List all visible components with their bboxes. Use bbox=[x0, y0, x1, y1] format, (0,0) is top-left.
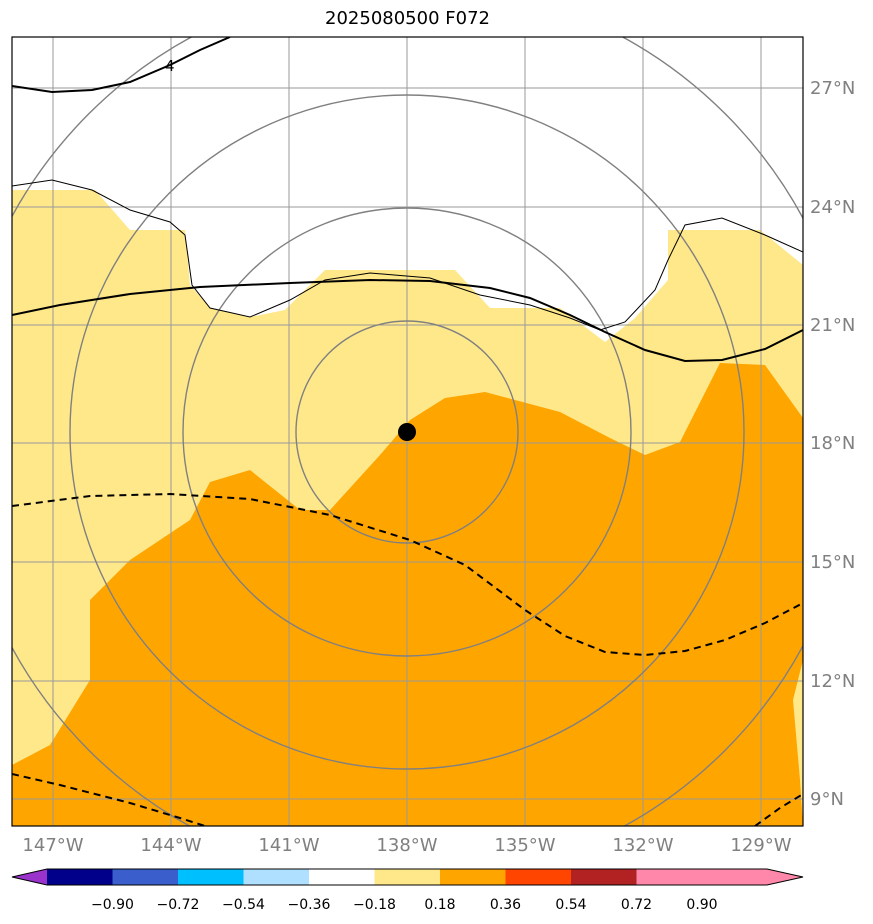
storm-center-marker bbox=[398, 423, 416, 441]
colorbar-max-arrow bbox=[636, 869, 803, 885]
dashed-contour-upper bbox=[12, 492, 803, 657]
lon-label: 141°W bbox=[258, 835, 319, 856]
lon-label: 129°W bbox=[730, 835, 791, 856]
colorbar-segment bbox=[440, 869, 506, 885]
lon-label: 138°W bbox=[376, 835, 437, 856]
colorbar-tick-label: −0.90 bbox=[91, 897, 134, 913]
map-frame bbox=[11, 36, 804, 827]
lat-label: 9°N bbox=[810, 789, 844, 810]
colorbar-tick-label: −0.18 bbox=[353, 897, 396, 913]
lat-label: 27°N bbox=[810, 78, 855, 99]
lon-label: 135°W bbox=[494, 835, 555, 856]
colorbar-ticks: −0.90 −0.72 −0.54 −0.36 −0.18 0.18 0.36 … bbox=[91, 897, 718, 913]
colorbar-min-arrow bbox=[12, 869, 47, 885]
colorbar-segment bbox=[505, 869, 571, 885]
colorbar-segment bbox=[309, 869, 375, 885]
colorbar-tick-label: 0.36 bbox=[490, 897, 521, 913]
colorbar-tick-label: 0.72 bbox=[621, 897, 652, 913]
colorbar-tick-label: −0.36 bbox=[288, 897, 331, 913]
lat-label: 15°N bbox=[810, 552, 855, 573]
latitude-labels: 27°N 24°N 21°N 18°N 15°N 12°N 9°N bbox=[810, 78, 855, 810]
lat-label: 21°N bbox=[810, 315, 855, 336]
colorbar-outline bbox=[11, 868, 804, 886]
colorbar-tick-label: 0.54 bbox=[555, 897, 586, 913]
contour-label: 4 bbox=[165, 57, 175, 75]
colorbar-tick-label: −0.72 bbox=[157, 897, 200, 913]
distance-rings bbox=[12, 37, 803, 826]
colorbar-tick-label: 0.90 bbox=[686, 897, 717, 913]
thin-contour bbox=[12, 179, 803, 331]
colorbar-segment bbox=[47, 869, 113, 885]
longitude-labels: 147°W 144°W 141°W 138°W 135°W 132°W 129°… bbox=[22, 835, 791, 856]
dashed-contour-lower bbox=[12, 773, 206, 826]
graticule bbox=[12, 37, 803, 826]
dashed-contour-corner bbox=[754, 793, 803, 826]
colorbar-segment bbox=[374, 869, 440, 885]
lon-label: 144°W bbox=[140, 835, 201, 856]
solid-contour-upper bbox=[12, 37, 231, 94]
colorbar-tick-label: −0.54 bbox=[222, 897, 265, 913]
lon-label: 147°W bbox=[22, 835, 83, 856]
colorbar-segment bbox=[112, 869, 178, 885]
lat-label: 18°N bbox=[810, 433, 855, 454]
colorbar-segment bbox=[178, 869, 244, 885]
solid-contour-middle bbox=[12, 278, 803, 363]
colorbar-tick-label: 0.18 bbox=[424, 897, 455, 913]
lat-label: 24°N bbox=[810, 197, 855, 218]
map-title: 2025080500 F072 bbox=[325, 8, 490, 29]
lat-label: 12°N bbox=[810, 671, 855, 692]
lon-label: 132°W bbox=[612, 835, 673, 856]
colorbar: −0.90 −0.72 −0.54 −0.36 −0.18 0.18 0.36 … bbox=[11, 868, 804, 913]
colorbar-segment bbox=[243, 869, 309, 885]
colorbar-segment bbox=[571, 869, 637, 885]
